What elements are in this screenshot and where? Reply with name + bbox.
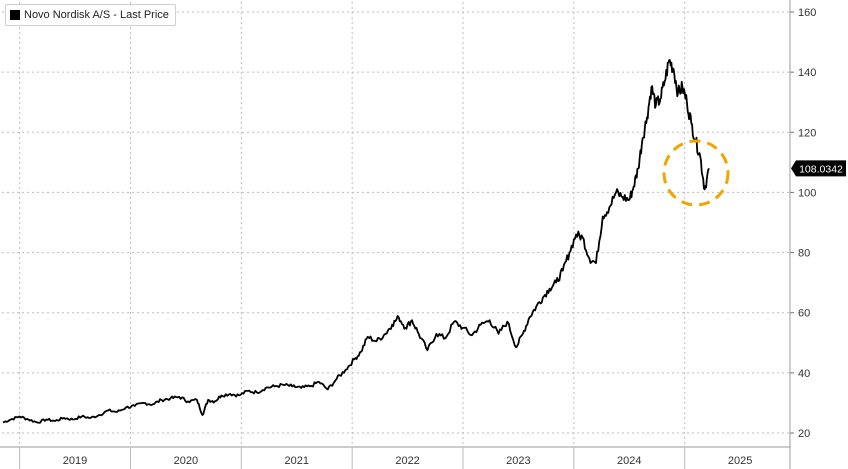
gridlines (2, 2, 790, 447)
y-tick-label: 140 (798, 67, 816, 79)
y-tick-label: 60 (798, 308, 810, 320)
x-tick-label: 2023 (506, 455, 530, 467)
x-tick-label: 2024 (617, 455, 641, 467)
last-value-text: 108.0342 (799, 163, 843, 175)
x-tick-label: 2021 (284, 455, 308, 467)
x-axis-tick-labels: 2019 2020 2021 2022 2023 2024 2025 (63, 455, 753, 467)
legend-label: Novo Nordisk A/S - Last Price (24, 9, 169, 21)
y-tick-label: 120 (798, 127, 816, 139)
y-tick-label: 20 (798, 428, 810, 440)
plot-frame (0, 0, 791, 469)
y-tick-label: 100 (798, 187, 816, 199)
series-layer (2, 59, 710, 424)
highlight-circle (662, 139, 730, 207)
x-tick-label: 2019 (63, 455, 87, 467)
x-tick-label: 2022 (395, 455, 419, 467)
legend: Novo Nordisk A/S - Last Price (5, 4, 176, 26)
legend-swatch (10, 10, 20, 20)
y-axis-tick-labels: 20 40 60 80 100 120 140 160 (790, 7, 816, 440)
series-line (2, 59, 710, 424)
x-tick-label: 2025 (728, 455, 752, 467)
last-value-tag: 108.0342 (791, 160, 846, 177)
y-tick-label: 40 (798, 368, 810, 380)
x-tick-label: 2020 (174, 455, 198, 467)
y-tick-label: 160 (798, 7, 816, 19)
y-tick-label: 80 (798, 248, 810, 260)
last-value-box (791, 160, 846, 177)
